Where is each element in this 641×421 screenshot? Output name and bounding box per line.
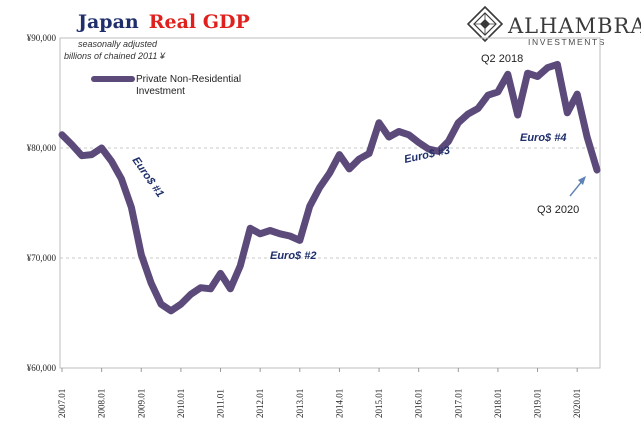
plot-frame: [59, 37, 601, 369]
series-line-private-investment: [58, 60, 601, 315]
x-tick-label: 2020.01: [572, 389, 582, 418]
gridlines: [60, 147, 600, 259]
annotation-euro2: Euro$ #2: [270, 250, 316, 262]
y-axis-ticks: ¥90,000 ¥80,000 ¥70,000 ¥60,000: [27, 33, 57, 373]
alhambra-logo: ALHAMBRA INVESTMENTS: [466, 5, 641, 47]
brand-sub: INVESTMENTS: [528, 37, 606, 47]
x-tick-label: 2019.01: [533, 389, 543, 418]
diamond-logo-icon: [466, 5, 504, 43]
legend: Private Non-Residential Investment: [91, 74, 241, 97]
subtitle-line1: seasonally adjusted: [78, 39, 158, 49]
x-tick-label: 2008.01: [97, 389, 107, 418]
x-tick-label: 2015.01: [374, 389, 384, 418]
y-tick-label: ¥90,000: [27, 33, 57, 43]
x-tick-label: 2012.01: [255, 389, 265, 418]
x-tick-label: 2014.01: [334, 389, 344, 418]
y-tick-label: ¥60,000: [27, 363, 57, 373]
q3-2020-arrow-icon: [569, 176, 586, 197]
annotation-q2-2018: Q2 2018: [481, 53, 523, 65]
x-tick-label: 2007.01: [57, 389, 67, 418]
legend-label-line1: Private Non-Residential: [136, 74, 241, 85]
chart-title: Japan Real GDP: [76, 11, 250, 33]
subtitle-line2: billions of chained 2011 ¥: [64, 51, 166, 61]
x-tick-label: 2010.01: [176, 389, 186, 418]
x-tick-label: 2016.01: [414, 389, 424, 418]
x-tick-label: 2009.01: [136, 389, 146, 418]
annotation-q3-2020: Q3 2020: [537, 204, 579, 216]
title-part2: Real GDP: [149, 11, 250, 33]
y-tick-label: ¥70,000: [27, 253, 57, 263]
annotation-euro4: Euro$ #4: [520, 132, 566, 144]
title-part1: Japan: [76, 11, 139, 33]
x-axis-ticks: 2007.01 2008.01 2009.01 2010.01 2011.01 2012.…: [57, 368, 582, 418]
y-tick-label: ¥80,000: [27, 143, 57, 153]
brand-name: ALHAMBRA: [507, 14, 641, 38]
legend-label-line2: Investment: [136, 86, 185, 97]
x-tick-label: 2011.01: [216, 389, 226, 418]
x-tick-label: 2013.01: [295, 389, 305, 418]
x-tick-label: 2017.01: [453, 389, 463, 418]
x-tick-label: 2018.01: [493, 389, 503, 418]
